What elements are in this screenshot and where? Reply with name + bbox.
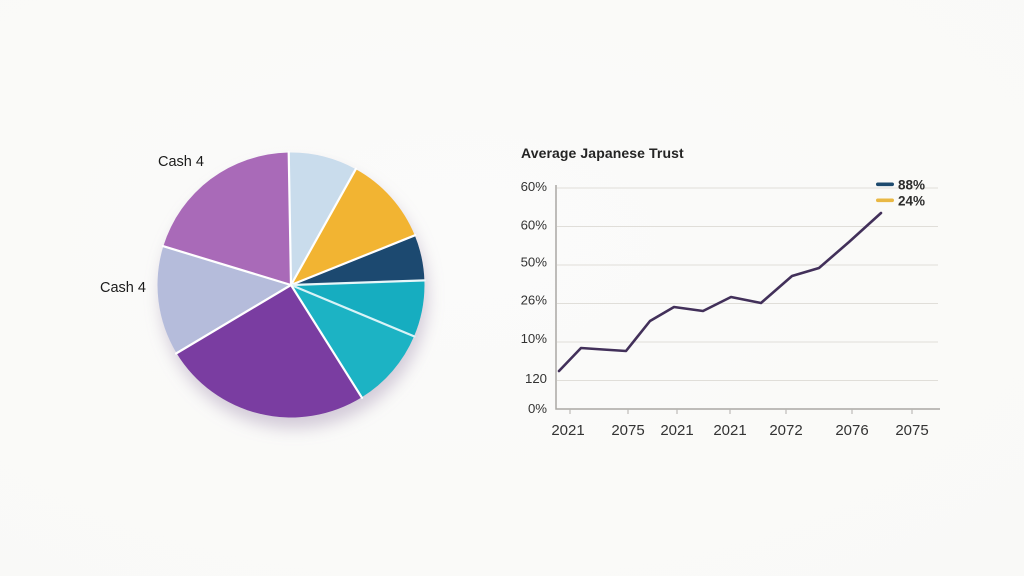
- svg-text:2075: 2075: [611, 422, 644, 439]
- svg-text:2021: 2021: [713, 422, 746, 439]
- svg-text:26%: 26%: [521, 293, 548, 308]
- svg-text:24%: 24%: [898, 194, 925, 209]
- svg-text:2076: 2076: [835, 422, 868, 439]
- svg-text:60%: 60%: [521, 218, 548, 233]
- svg-text:120: 120: [525, 371, 547, 386]
- svg-text:60%: 60%: [521, 179, 548, 194]
- svg-text:2075: 2075: [895, 422, 928, 439]
- svg-text:88%: 88%: [898, 178, 925, 193]
- svg-text:2021: 2021: [660, 422, 693, 439]
- svg-text:0%: 0%: [528, 401, 547, 416]
- svg-text:50%: 50%: [521, 255, 548, 270]
- svg-text:2072: 2072: [769, 422, 802, 439]
- svg-text:Average Japanese Trust: Average Japanese Trust: [521, 145, 684, 161]
- svg-text:2021: 2021: [551, 422, 584, 439]
- svg-text:10%: 10%: [521, 331, 548, 346]
